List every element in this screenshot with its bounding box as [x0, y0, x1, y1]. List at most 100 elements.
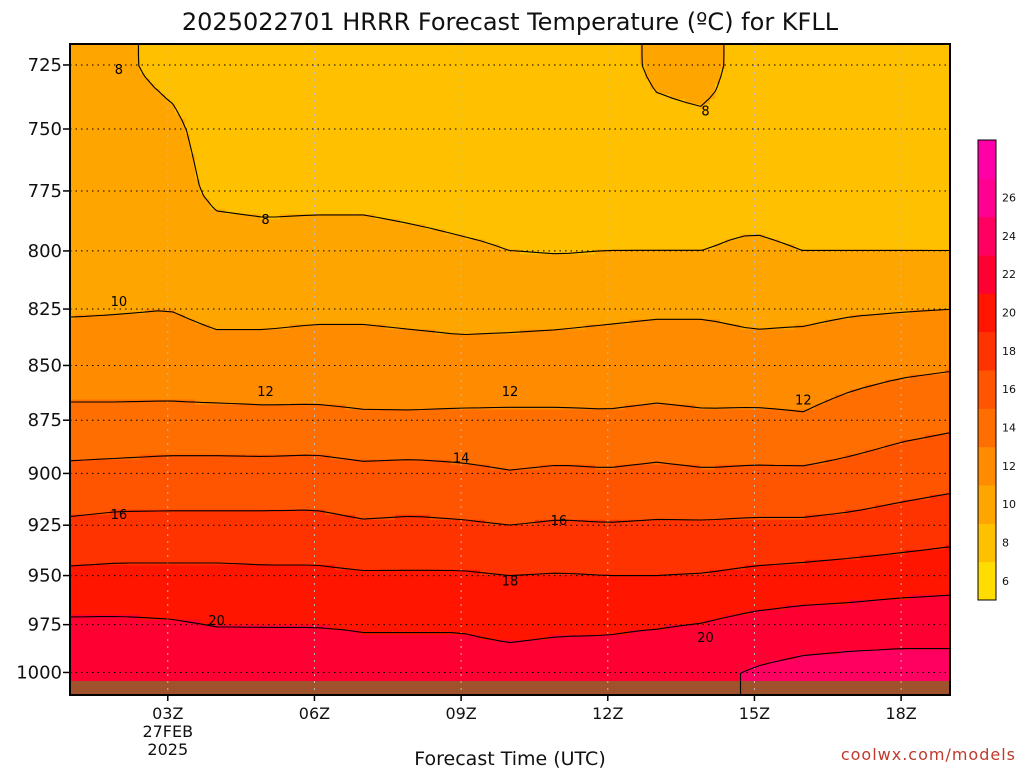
fill-cell: [350, 119, 356, 125]
fill-cell: [810, 124, 816, 130]
fill-cell: [430, 59, 436, 65]
fill-cell: [135, 114, 141, 120]
fill-cell: [770, 104, 776, 110]
fill-cell: [190, 134, 196, 140]
fill-cell: [300, 94, 306, 100]
fill-cell: [760, 89, 766, 95]
fill-cell: [735, 94, 741, 100]
fill-cell: [890, 109, 896, 115]
fill-cell: [700, 54, 706, 60]
fill-cell: [235, 59, 241, 65]
fill-cell: [105, 54, 111, 60]
fill-cell: [605, 139, 611, 145]
fill-cell: [825, 129, 831, 135]
fill-cell: [150, 94, 156, 100]
fill-cell: [325, 179, 331, 185]
fill-cell: [150, 139, 156, 145]
fill-cell: [660, 154, 666, 160]
fill-cell: [815, 104, 821, 110]
fill-cell: [405, 114, 411, 120]
fill-cell: [820, 179, 826, 185]
fill-cell: [320, 114, 326, 120]
fill-cell: [350, 179, 356, 185]
fill-cell: [300, 144, 306, 150]
fill-cell: [80, 104, 86, 110]
fill-cell: [385, 49, 391, 55]
fill-cell: [445, 109, 451, 115]
fill-cell: [630, 159, 636, 165]
fill-cell: [775, 44, 781, 50]
fill-cell: [355, 114, 361, 120]
fill-cell: [845, 139, 851, 145]
fill-cell: [650, 49, 656, 55]
fill-cell: [925, 49, 931, 55]
fill-cell: [645, 154, 651, 160]
fill-cell: [375, 74, 381, 80]
fill-cell: [395, 54, 401, 60]
fill-cell: [780, 119, 786, 125]
fill-cell: [90, 179, 96, 185]
fill-cell: [130, 89, 136, 95]
fill-cell: [675, 79, 681, 85]
fill-cell: [140, 129, 146, 135]
fill-cell: [610, 94, 616, 100]
fill-cell: [150, 114, 156, 120]
fill-cell: [115, 119, 121, 125]
fill-cell: [805, 144, 811, 150]
fill-cell: [200, 129, 206, 135]
fill-cell: [910, 59, 916, 65]
fill-cell: [295, 164, 301, 170]
fill-cell: [705, 139, 711, 145]
fill-cell: [935, 69, 941, 75]
fill-cell: [680, 89, 686, 95]
fill-cell: [170, 129, 176, 135]
fill-cell: [535, 169, 541, 175]
fill-cell: [860, 79, 866, 85]
fill-cell: [785, 104, 791, 110]
fill-cell: [705, 164, 711, 170]
fill-cell: [145, 144, 151, 150]
fill-cell: [95, 134, 101, 140]
fill-cell: [445, 84, 451, 90]
fill-cell: [530, 169, 536, 175]
fill-cell: [430, 74, 436, 80]
fill-cell: [910, 144, 916, 150]
fill-cell: [635, 134, 641, 140]
fill-cell: [70, 84, 76, 90]
fill-cell: [275, 124, 281, 130]
fill-cell: [80, 54, 86, 60]
fill-cell: [760, 54, 766, 60]
fill-cell: [345, 169, 351, 175]
fill-cell: [430, 49, 436, 55]
fill-cell: [345, 109, 351, 115]
fill-cell: [125, 129, 131, 135]
fill-cell: [910, 74, 916, 80]
fill-cell: [410, 154, 416, 160]
fill-cell: [895, 54, 901, 60]
fill-cell: [240, 59, 246, 65]
fill-cell: [295, 144, 301, 150]
fill-cell: [795, 49, 801, 55]
fill-cell: [765, 69, 771, 75]
fill-cell: [935, 169, 941, 175]
fill-cell: [545, 169, 551, 175]
fill-cell: [510, 164, 516, 170]
fill-cell: [515, 104, 521, 110]
fill-cell: [275, 104, 281, 110]
fill-cell: [910, 84, 916, 90]
fill-cell: [70, 114, 76, 120]
fill-cell: [665, 119, 671, 125]
fill-cell: [160, 89, 166, 95]
fill-cell: [555, 164, 561, 170]
fill-cell: [595, 174, 601, 180]
fill-cell: [105, 114, 111, 120]
fill-cell: [455, 49, 461, 55]
fill-cell: [175, 184, 181, 190]
fill-cell: [890, 94, 896, 100]
fill-cell: [480, 94, 486, 100]
fill-cell: [150, 159, 156, 165]
fill-cell: [220, 114, 226, 120]
fill-cell: [155, 179, 161, 185]
fill-cell: [885, 99, 891, 105]
fill-cell: [780, 114, 786, 120]
